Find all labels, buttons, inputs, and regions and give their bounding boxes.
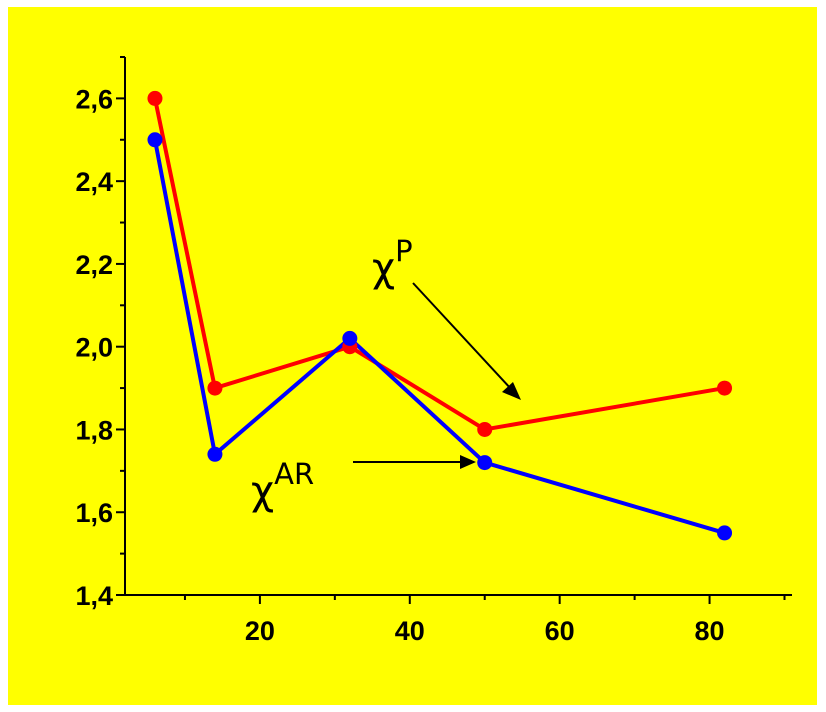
series-line-0 <box>153 97 725 432</box>
y-tick-label: 1,6 <box>75 498 113 528</box>
series-0-point <box>147 90 163 106</box>
series-1-point <box>342 330 358 346</box>
x-tick-label: 40 <box>395 616 425 646</box>
series-0-point <box>477 421 493 437</box>
series-0-point <box>207 380 223 396</box>
x-tick-label: 20 <box>245 616 275 646</box>
y-tick-label: 2,6 <box>75 84 113 114</box>
x-tick-label: 60 <box>545 616 575 646</box>
x-tick-label: 80 <box>695 616 725 646</box>
y-tick-label: 2,4 <box>75 167 113 197</box>
chart-background <box>8 7 817 705</box>
series-1-point <box>207 446 223 462</box>
series-1-point <box>147 132 163 148</box>
chi-p-arrowhead <box>502 382 521 400</box>
y-tick-label: 2,0 <box>75 333 113 363</box>
axes <box>124 57 792 596</box>
chi-ar-arrowhead <box>460 455 476 469</box>
series-0-point <box>717 380 733 396</box>
y-tick-label: 2,2 <box>75 250 113 280</box>
series-1-point <box>477 455 493 471</box>
y-tick-label: 1,8 <box>75 415 113 445</box>
series-line-1 <box>153 139 726 535</box>
chi-p-arrow <box>412 282 513 391</box>
chi-p-annotation: χP <box>372 234 413 291</box>
y-tick-label: 1,4 <box>75 581 113 611</box>
chi-ar-annotation: χAR <box>251 457 314 514</box>
series-1-point <box>717 525 733 541</box>
